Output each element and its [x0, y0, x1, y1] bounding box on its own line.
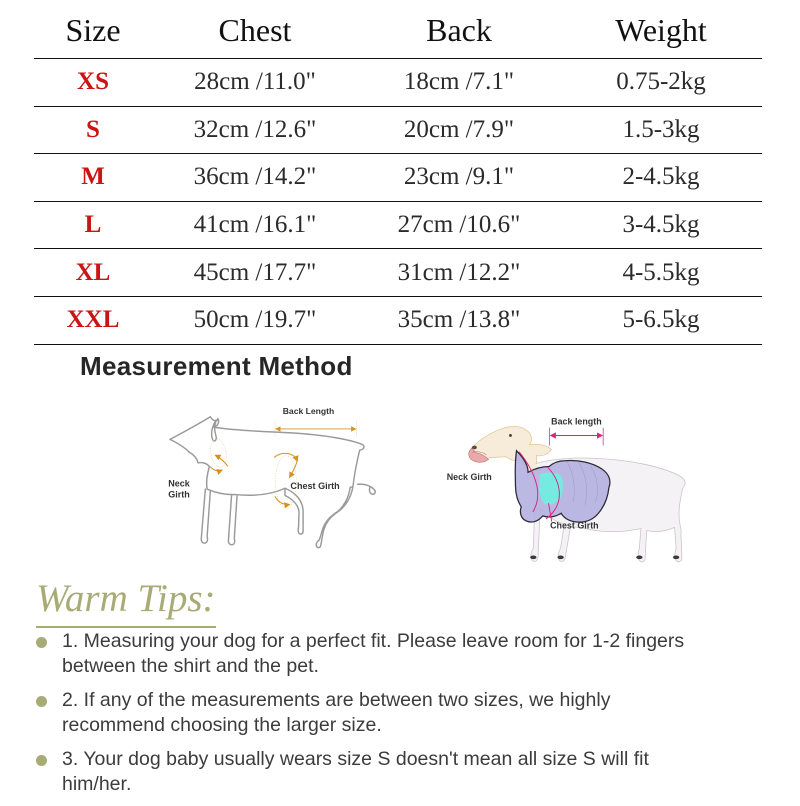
svg-text:Neck: Neck	[168, 478, 191, 488]
svg-text:Girth: Girth	[168, 489, 190, 499]
svg-text:Chest Girth: Chest Girth	[290, 481, 339, 491]
svg-text:Neck Girth: Neck Girth	[447, 472, 492, 482]
svg-text:Chest Girth: Chest Girth	[550, 520, 599, 530]
svg-text:Back length: Back length	[551, 417, 601, 427]
svg-text:Back Length: Back Length	[283, 406, 335, 416]
